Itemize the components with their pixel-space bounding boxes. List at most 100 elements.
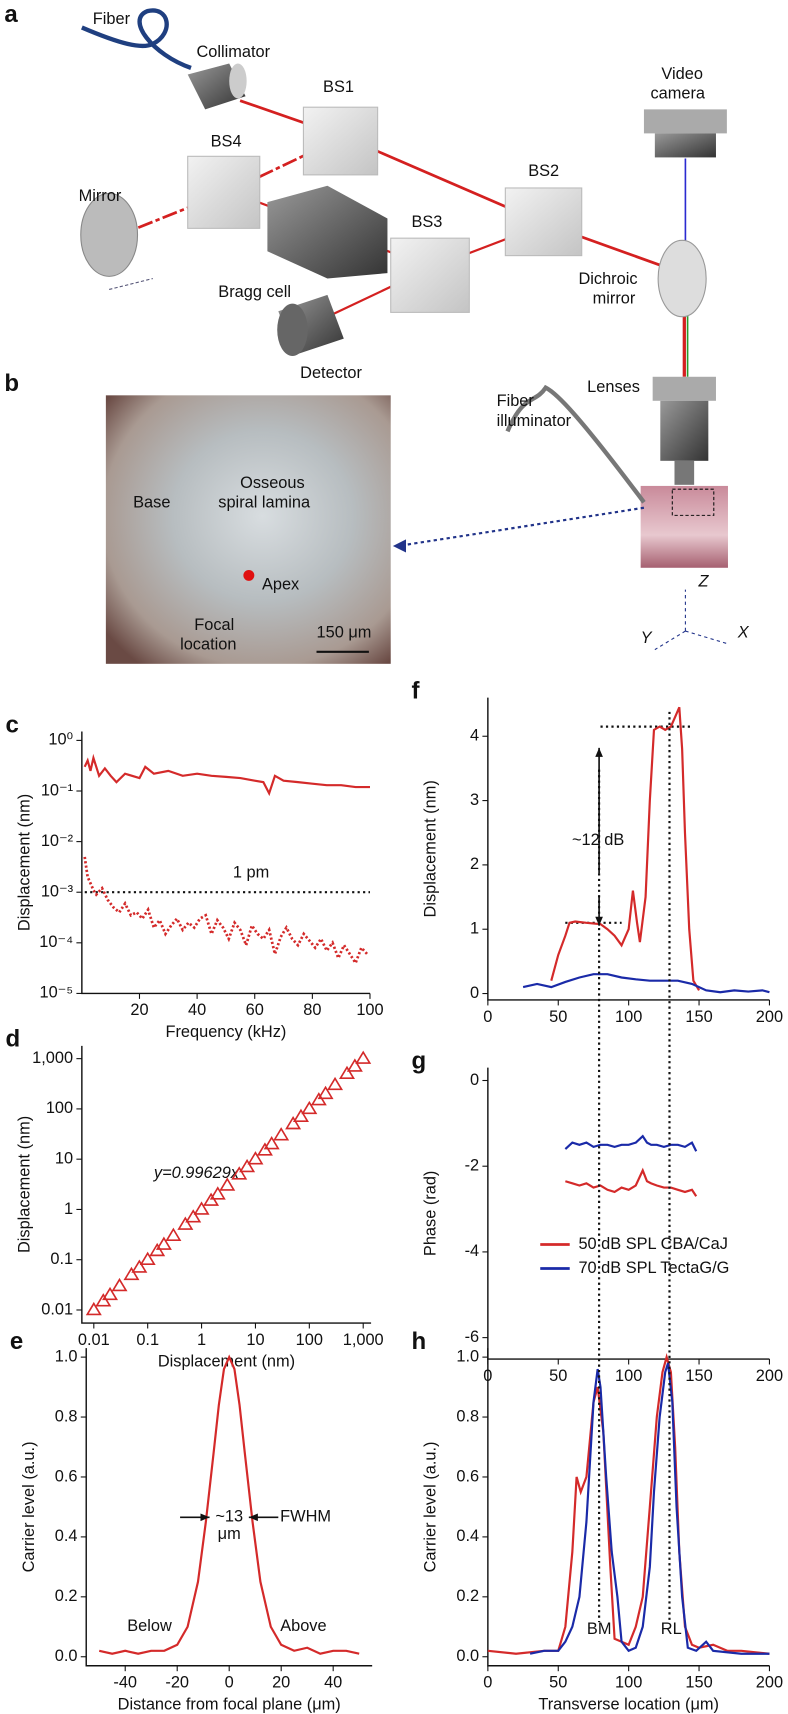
x-tick-label: 1 xyxy=(197,1331,206,1349)
label: BS1 xyxy=(323,78,354,96)
x-tick-label: 100 xyxy=(356,1001,383,1019)
x-tick-label: 200 xyxy=(756,1674,783,1692)
label: Apex xyxy=(262,576,299,594)
y-tick-label: 100 xyxy=(46,1099,73,1117)
x-tick-label: 200 xyxy=(756,1008,783,1026)
marker xyxy=(355,1050,372,1064)
x-tick-label: 0 xyxy=(483,1008,492,1026)
marker xyxy=(219,1177,236,1191)
series-line xyxy=(487,1353,770,1655)
marker xyxy=(273,1127,290,1141)
y-tick-label: 10⁻⁴ xyxy=(39,933,73,951)
panel-label: e xyxy=(10,1328,23,1355)
marker xyxy=(346,1058,363,1072)
label: illuminator xyxy=(497,412,572,430)
label: Fiber xyxy=(93,10,131,28)
marker xyxy=(165,1227,182,1241)
x-tick-label: 0 xyxy=(225,1674,234,1692)
label: Osseous xyxy=(240,474,305,492)
annotation: y=0.99629x xyxy=(153,1164,240,1182)
y-tick-label: -2 xyxy=(465,1157,480,1175)
marker xyxy=(338,1065,355,1080)
y-tick-label: 1.0 xyxy=(55,1347,78,1365)
x-tick-label: 150 xyxy=(685,1008,712,1026)
x-axis-label: Distance from focal plane (μm) xyxy=(118,1695,341,1713)
marker xyxy=(123,1266,140,1281)
y-tick-label: 0.6 xyxy=(55,1467,78,1485)
x-tick-label: 0.01 xyxy=(78,1331,110,1349)
marker xyxy=(177,1216,194,1230)
y-tick-label: 0.2 xyxy=(55,1587,78,1605)
x-tick-label: 200 xyxy=(756,1367,783,1385)
label: camera xyxy=(650,84,705,102)
marker xyxy=(317,1085,334,1100)
marker xyxy=(247,1151,264,1165)
y-tick-label: 0 xyxy=(470,1071,479,1089)
x-tick-label: 150 xyxy=(685,1674,712,1692)
y-tick-label: 10⁻² xyxy=(41,832,74,850)
marker xyxy=(102,1286,119,1301)
marker xyxy=(85,1301,102,1316)
marker xyxy=(149,1242,166,1257)
axis xyxy=(487,1348,770,1667)
marker xyxy=(310,1092,327,1106)
x-tick-label: 20 xyxy=(130,1001,148,1019)
label: Fiber xyxy=(497,392,535,410)
y-tick-label: 0.2 xyxy=(456,1587,479,1605)
label: location xyxy=(180,636,236,654)
label: mirror xyxy=(593,290,636,308)
marker xyxy=(292,1108,309,1122)
axis xyxy=(85,1348,373,1667)
label: Bragg cell xyxy=(218,283,291,301)
label: X xyxy=(737,624,750,642)
x-tick-label: 40 xyxy=(188,1001,206,1019)
x-tick-label: 100 xyxy=(615,1367,642,1385)
y-tick-label: 0.4 xyxy=(55,1527,78,1545)
x-tick-label: 60 xyxy=(246,1001,264,1019)
y-tick-label: 1 xyxy=(64,1200,73,1218)
label: Mirror xyxy=(79,187,122,205)
y-tick-label: 10 xyxy=(55,1150,73,1168)
series-line xyxy=(550,706,700,991)
x-tick-label: 100 xyxy=(615,1674,642,1692)
y-tick-label: 1,000 xyxy=(32,1049,73,1067)
series-line xyxy=(83,856,369,966)
y-tick-label: 4 xyxy=(470,727,479,745)
y-tick-label: 2 xyxy=(470,855,479,873)
panel-label: b xyxy=(4,370,19,397)
y-tick-label: 0.01 xyxy=(41,1300,73,1318)
panel-b-drawing: b xyxy=(4,370,730,664)
label: Video xyxy=(661,65,703,83)
x-tick-label: 50 xyxy=(549,1674,567,1692)
marker xyxy=(203,1192,220,1206)
arrow-head xyxy=(200,1513,210,1522)
marker xyxy=(139,1251,156,1265)
marker xyxy=(327,1076,344,1091)
x-tick-label: 100 xyxy=(296,1331,323,1349)
legend-label: 70 dB SPL TectaG/G xyxy=(578,1259,729,1277)
annotation: Above xyxy=(280,1617,326,1635)
y-tick-label: 0.0 xyxy=(55,1647,78,1665)
y-tick-label: 10⁻¹ xyxy=(41,781,74,799)
axis xyxy=(487,1067,770,1360)
marker xyxy=(239,1158,256,1173)
axis xyxy=(81,1045,372,1324)
y-tick-label: -4 xyxy=(465,1242,480,1260)
y-tick-label: -6 xyxy=(465,1328,480,1346)
x-axis-label: Frequency (kHz) xyxy=(165,1023,286,1041)
marker xyxy=(256,1142,273,1156)
series-line xyxy=(83,753,370,797)
y-axis-label: Displacement (nm) xyxy=(421,780,439,917)
x-tick-label: 50 xyxy=(549,1008,567,1026)
label: BS2 xyxy=(528,162,559,180)
panel-label: a xyxy=(4,1,18,28)
label: Base xyxy=(133,494,170,512)
y-tick-label: 0.4 xyxy=(456,1527,479,1545)
arrow-head xyxy=(595,916,603,926)
panel-label: d xyxy=(5,1026,20,1053)
x-tick-label: 10 xyxy=(246,1331,264,1349)
y-axis-label: Displacement (nm) xyxy=(15,794,33,931)
series-line xyxy=(565,1167,698,1197)
marker xyxy=(193,1201,210,1215)
